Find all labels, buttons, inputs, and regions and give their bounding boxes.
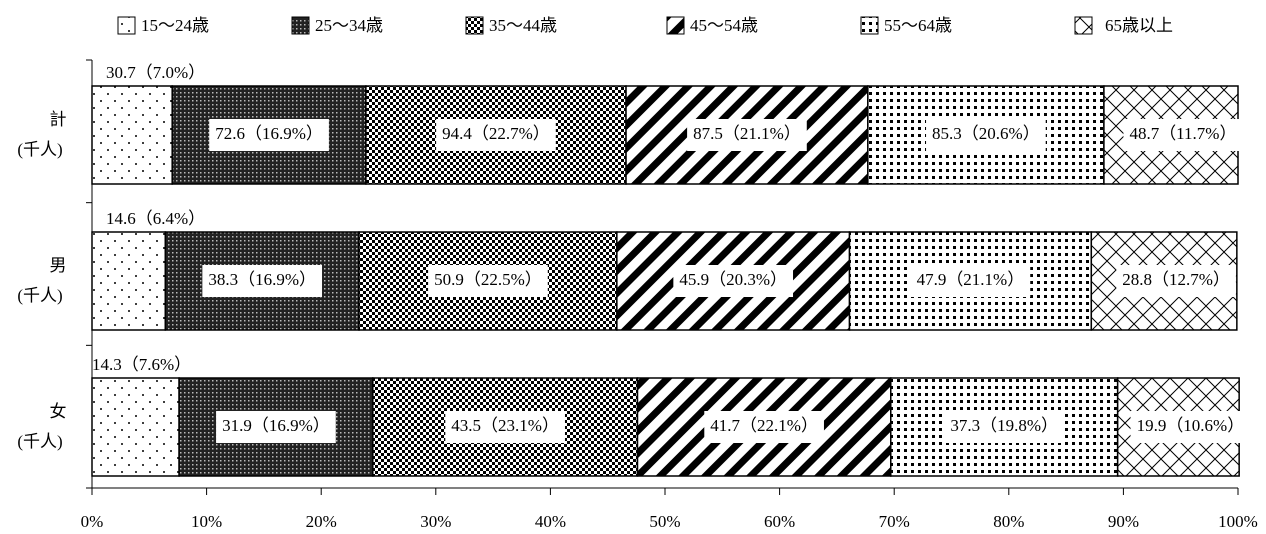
- data-label: 94.4（22.7%）: [442, 124, 550, 143]
- y-tick-label: 女: [50, 402, 67, 421]
- y-tick-label: 男: [50, 256, 67, 275]
- legend-label: 35～44歳: [489, 16, 557, 35]
- bar-segment: [91, 231, 167, 331]
- legend-swatch: [1074, 16, 1093, 35]
- data-label: 37.3（19.8%）: [950, 416, 1058, 435]
- label-background: [216, 411, 336, 443]
- legend-swatch: [666, 16, 685, 35]
- legend-label: 65歳以上: [1105, 16, 1173, 35]
- x-tick-label: 30%: [420, 512, 451, 531]
- data-label: 87.5（21.1%）: [693, 124, 801, 143]
- x-tick-label: 80%: [993, 512, 1024, 531]
- x-tick-label: 90%: [1108, 512, 1139, 531]
- label-background: [1123, 119, 1243, 151]
- data-label: 85.3（20.6%）: [932, 124, 1040, 143]
- label-background: [445, 411, 565, 443]
- label-background: [202, 265, 323, 297]
- label-background: [687, 119, 807, 151]
- data-label: 28.8（12.7%）: [1122, 270, 1230, 289]
- label-background: [1130, 411, 1251, 443]
- label-background: [209, 119, 329, 151]
- y-tick-label: (千人): [17, 286, 62, 305]
- data-label: 47.9（21.1%）: [917, 270, 1025, 289]
- label-background: [436, 119, 556, 151]
- label-background: [428, 265, 548, 297]
- x-tick-label: 40%: [535, 512, 566, 531]
- x-tick-label: 10%: [191, 512, 222, 531]
- data-label: 30.7（7.0%）: [106, 63, 205, 82]
- label-background: [926, 119, 1046, 151]
- legend-swatch: [117, 16, 136, 35]
- legend-label: 45～54歳: [690, 16, 758, 35]
- y-tick-label: 計: [50, 110, 67, 129]
- label-background: [1116, 265, 1236, 297]
- data-label: 14.6（6.4%）: [106, 209, 205, 228]
- x-tick-label: 60%: [764, 512, 795, 531]
- label-background: [704, 411, 824, 443]
- data-label: 41.7（22.1%）: [710, 416, 818, 435]
- data-label: 48.7（11.7%）: [1129, 124, 1236, 143]
- legend-label: 55～64歳: [884, 16, 952, 35]
- data-label: 50.9（22.5%）: [434, 270, 542, 289]
- data-label: 14.3（7.6%）: [92, 355, 191, 374]
- legend-swatch: [291, 16, 310, 35]
- bar-segment: [91, 85, 173, 185]
- y-tick-label: (千人): [17, 140, 62, 159]
- x-tick-label: 100%: [1218, 512, 1258, 531]
- y-tick-label: (千人): [17, 432, 62, 451]
- legend-label: 15～24歳: [141, 16, 209, 35]
- bar-segment: [91, 377, 180, 477]
- legend-swatch: [860, 16, 879, 35]
- data-label: 43.5（23.1%）: [451, 416, 559, 435]
- legend-swatch: [465, 16, 484, 35]
- data-label: 38.3（16.9%）: [208, 270, 316, 289]
- label-background: [944, 411, 1065, 443]
- legend-label: 25～34歳: [315, 16, 383, 35]
- x-tick-label: 20%: [306, 512, 337, 531]
- data-label: 45.9（20.3%）: [679, 270, 787, 289]
- x-tick-label: 50%: [649, 512, 680, 531]
- label-background: [673, 265, 794, 297]
- x-tick-label: 70%: [879, 512, 910, 531]
- data-label: 72.6（16.9%）: [215, 124, 323, 143]
- data-label: 19.9（10.6%）: [1137, 416, 1245, 435]
- data-label: 31.9（16.9%）: [222, 416, 330, 435]
- label-background: [910, 265, 1031, 297]
- x-tick-label: 0%: [81, 512, 104, 531]
